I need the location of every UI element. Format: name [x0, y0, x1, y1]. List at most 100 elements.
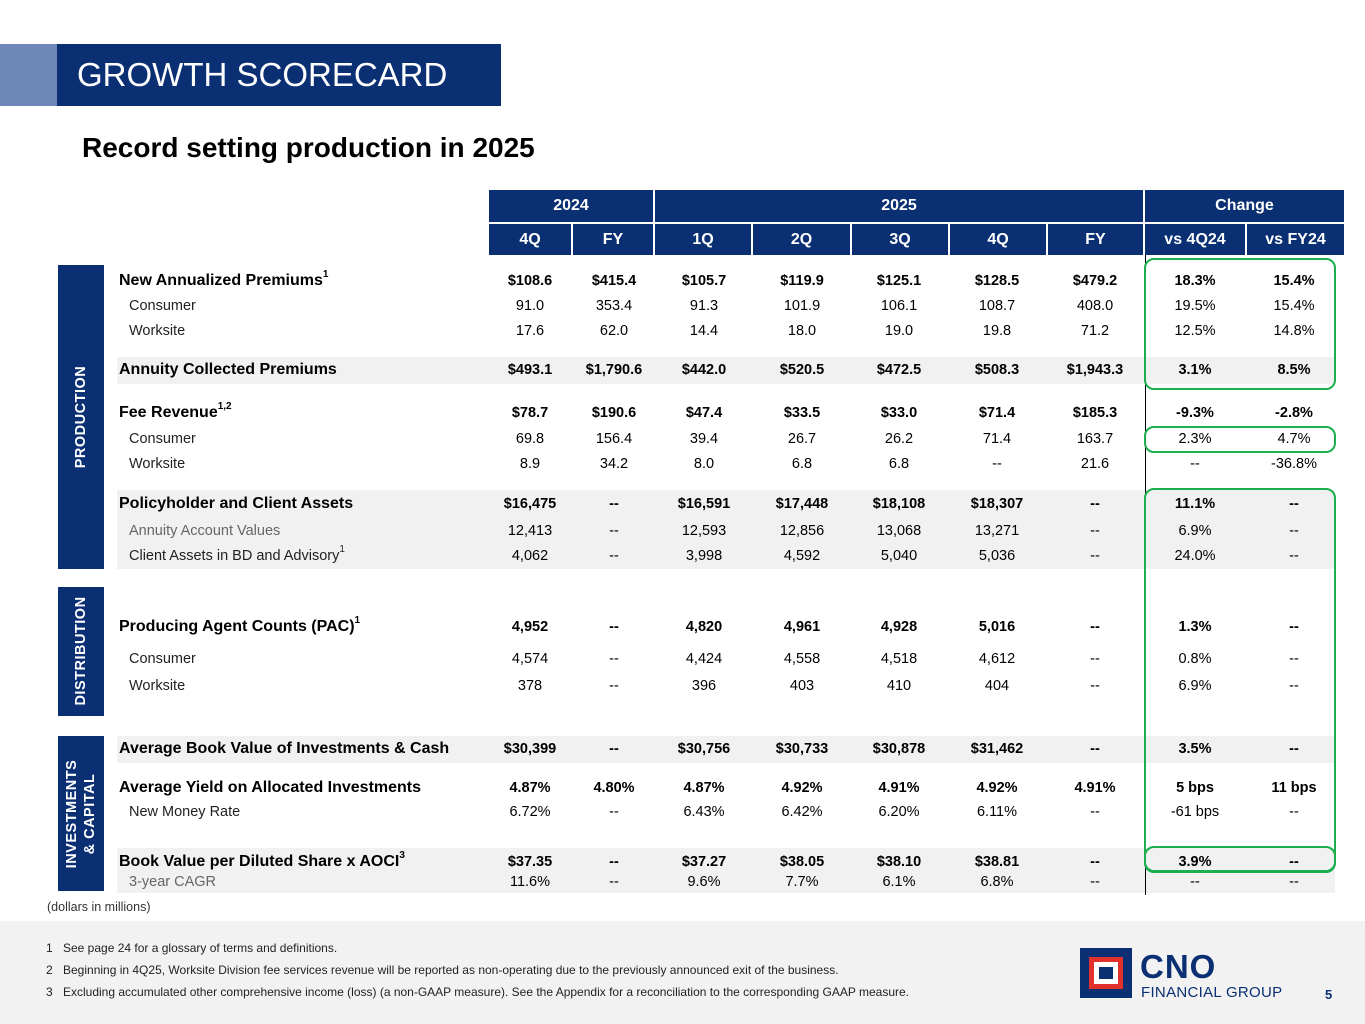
table-cell: 403	[789, 678, 815, 694]
table-cell: 12,593	[681, 523, 727, 539]
table-cell: $17,448	[775, 496, 829, 512]
row-label: 3-year CAGR	[129, 871, 216, 893]
table-cell: $472.5	[876, 362, 922, 378]
table-cell: --	[1090, 651, 1100, 667]
table-cell: 5 bps	[1176, 780, 1214, 796]
table-cell: 1.3%	[1178, 619, 1212, 635]
row-band	[117, 490, 1335, 569]
logo-tagline: FINANCIAL GROUP	[1141, 984, 1283, 1001]
col-header-vs-4q24: vs 4Q24	[1145, 224, 1245, 255]
table-cell: 4.91%	[1074, 780, 1116, 796]
section-bar-distribution	[58, 587, 104, 716]
table-cell: $37.35	[507, 854, 553, 870]
table-cell: 8.9	[519, 456, 541, 472]
row-label: New Annualized Premiums1	[119, 268, 329, 292]
table-cell: 6.8%	[980, 874, 1014, 890]
table-cell: $18,108	[872, 496, 926, 512]
table-cell: 4,062	[511, 548, 549, 564]
table-cell: 101.9	[783, 298, 821, 314]
table-cell: --	[609, 874, 619, 890]
table-cell: $105.7	[681, 273, 727, 289]
table-row: Consumer 91.0 353.4 91.3 101.9 106.1 108.7 408.…	[0, 295, 1365, 317]
row-label: Annuity Account Values	[129, 520, 280, 542]
table-row: Annuity Collected Premiums $493.1 $1,790.6…	[0, 359, 1365, 381]
row-label-text: New Money Rate	[129, 804, 241, 820]
table-cell: $415.4	[591, 273, 637, 289]
col-header-2025-fy: FY	[1048, 224, 1143, 255]
footnote-text: See page 24 for a glossary of terms and …	[63, 941, 338, 955]
year-header-2024: 2024	[489, 190, 653, 222]
table-row: New Annualized Premiums1 $108.6 $415.4 $105…	[0, 268, 1365, 292]
footnote-ref: 1	[354, 614, 361, 626]
table-cell: $479.2	[1072, 273, 1118, 289]
table-row: Worksite 378 -- 396 403 410 404 -- 6.9% --	[0, 675, 1365, 697]
table-cell: 3.1%	[1178, 362, 1212, 378]
footnote: 2 Beginning in 4Q25, Worksite Division fe…	[46, 963, 839, 977]
table-cell: 6.42%	[781, 804, 823, 820]
table-cell: 12.5%	[1174, 323, 1216, 339]
row-label: Consumer	[129, 428, 196, 450]
cno-logo-icon	[1080, 948, 1132, 998]
table-cell: $38.81	[974, 854, 1020, 870]
table-row: Client Assets in BD and Advisory1 4,062 --…	[0, 545, 1365, 567]
year-header-2025: 2025	[655, 190, 1143, 222]
row-label-text: Consumer	[129, 651, 196, 667]
table-row: Policyholder and Client Assets $16,475 -- $…	[0, 493, 1365, 515]
row-label-text: Worksite	[129, 323, 186, 339]
table-cell: 14.8%	[1273, 323, 1315, 339]
table-cell: 69.8	[515, 431, 545, 447]
table-cell: 0.8%	[1178, 651, 1212, 667]
table-cell: 4.7%	[1277, 431, 1311, 447]
row-label: Fee Revenue1,2	[119, 401, 232, 424]
table-row: Average Book Value of Investments & Cash…	[0, 738, 1365, 760]
table-cell: 4.92%	[976, 780, 1018, 796]
table-cell: --	[1289, 741, 1299, 757]
col-header-2025-3q: 3Q	[852, 224, 948, 255]
table-cell: 5,036	[978, 548, 1016, 564]
highlight-box	[1144, 488, 1336, 872]
table-cell: $520.5	[779, 362, 825, 378]
table-cell: 12,856	[779, 523, 825, 539]
table-cell: 4,928	[880, 619, 918, 635]
table-cell: 4,592	[783, 548, 821, 564]
table-cell: 4.87%	[683, 780, 725, 796]
row-label-text: Book Value per Diluted Share x AOCI	[119, 853, 400, 870]
table-cell: --	[1090, 548, 1100, 564]
table-cell: --	[1289, 651, 1299, 667]
table-cell: --	[609, 804, 619, 820]
table-cell: 15.4%	[1273, 273, 1315, 289]
footnote-ref: 3	[399, 849, 405, 861]
table-cell: -61 bps	[1170, 804, 1220, 820]
table-cell: 163.7	[1076, 431, 1114, 447]
col-header-2024-fy: FY	[573, 224, 653, 255]
table-cell: 353.4	[595, 298, 633, 314]
table-cell: --	[609, 854, 619, 870]
table-cell: 3.9%	[1178, 854, 1212, 870]
col-header-2025-2q: 2Q	[753, 224, 850, 255]
table-cell: $16,475	[503, 496, 557, 512]
table-row: Annuity Account Values 12,413 -- 12,593 12,8…	[0, 520, 1365, 542]
table-cell: 106.1	[880, 298, 918, 314]
table-cell: $16,591	[677, 496, 731, 512]
footnote-ref: 1	[322, 268, 329, 280]
table-cell: 39.4	[689, 431, 719, 447]
table-cell: --	[1289, 619, 1299, 635]
table-cell: $442.0	[681, 362, 727, 378]
table-cell: 396	[691, 678, 717, 694]
table-cell: 3.5%	[1178, 741, 1212, 757]
table-cell: 6.43%	[683, 804, 725, 820]
table-cell: 6.11%	[976, 804, 1018, 820]
col-header-2025-4q: 4Q	[950, 224, 1046, 255]
table-cell: $128.5	[974, 273, 1020, 289]
table-cell: 378	[517, 678, 543, 694]
table-cell: -2.8%	[1275, 405, 1313, 421]
section-title: GROWTH SCORECARD	[57, 44, 501, 106]
table-cell: --	[1289, 496, 1299, 512]
table-cell: 26.7	[787, 431, 817, 447]
page-number: 5	[1325, 987, 1333, 1002]
row-band	[117, 848, 1335, 893]
table-cell: --	[609, 548, 619, 564]
table-cell: 71.2	[1080, 323, 1110, 339]
table-cell: $30,399	[503, 741, 557, 757]
units-note: (dollars in millions)	[47, 900, 151, 914]
